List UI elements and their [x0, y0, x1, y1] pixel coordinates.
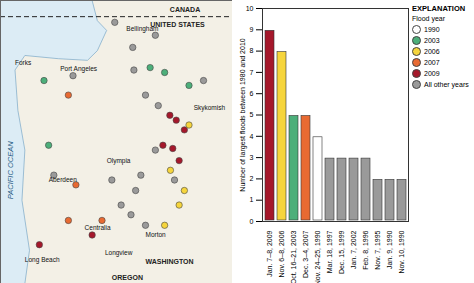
- html-text:2009: 2009: [424, 70, 440, 77]
- svg-text:Nov. 6–8, 2006: Nov. 6–8, 2006: [278, 230, 285, 277]
- svg-text:Longview: Longview: [105, 249, 133, 257]
- svg-text:Forks: Forks: [15, 59, 32, 66]
- svg-text:PACIFIC OCEAN: PACIFIC OCEAN: [6, 141, 15, 199]
- svg-text:6: 6: [250, 90, 254, 97]
- svg-text:Oct. 16–21, 2003: Oct. 16–21, 2003: [290, 230, 297, 283]
- svg-text:UNITED STATES: UNITED STATES: [150, 21, 205, 28]
- svg-text:Nov. 24–25, 1990: Nov. 24–25, 1990: [314, 230, 321, 283]
- svg-text:Olympia: Olympia: [107, 157, 131, 165]
- svg-text:9: 9: [250, 26, 254, 33]
- html-text:All other years: All other years: [424, 81, 469, 88]
- svg-text:2: 2: [250, 175, 254, 182]
- svg-text:1: 1: [250, 196, 254, 203]
- svg-text:Dec. 15, 1999: Dec. 15, 1999: [338, 230, 345, 274]
- svg-text:3: 3: [250, 154, 254, 161]
- svg-text:Mar. 18, 1997: Mar. 18, 1997: [326, 230, 333, 273]
- html-text:2006: 2006: [424, 48, 440, 55]
- svg-text:10: 10: [246, 5, 254, 12]
- svg-text:7: 7: [250, 69, 254, 76]
- svg-text:Port Angeles: Port Angeles: [60, 65, 98, 73]
- svg-text:4: 4: [250, 133, 254, 140]
- svg-text:8: 8: [250, 47, 254, 54]
- svg-text:Dec. 3–4, 2007: Dec. 3–4, 2007: [302, 230, 309, 278]
- svg-text:Jan. 7–8, 2009: Jan. 7–8, 2009: [266, 230, 273, 276]
- svg-text:Aberdeen: Aberdeen: [49, 176, 78, 183]
- svg-text:Morton: Morton: [146, 231, 167, 238]
- svg-text:Bellingham: Bellingham: [126, 24, 159, 32]
- html-text:EXPLANATION: EXPLANATION: [412, 4, 466, 13]
- html-text:1990: 1990: [424, 26, 440, 33]
- svg-text:OREGON: OREGON: [112, 274, 143, 281]
- svg-text:Long Beach: Long Beach: [25, 256, 60, 264]
- html-text:2003: 2003: [424, 37, 440, 44]
- html-text:2007: 2007: [424, 59, 440, 66]
- svg-text:Centralia: Centralia: [85, 224, 111, 231]
- svg-text:Jan. 9, 1990: Jan. 9, 1990: [386, 230, 393, 269]
- svg-text:5: 5: [250, 111, 254, 118]
- html-text:Flood year: Flood year: [412, 15, 446, 22]
- svg-text:Number of largest floods betwe: Number of largest floods between 1980 an…: [239, 38, 247, 191]
- svg-text:WASHINGTON: WASHINGTON: [146, 258, 194, 265]
- svg-text:Feb. 8, 1996: Feb. 8, 1996: [362, 230, 369, 269]
- svg-text:CANADA: CANADA: [170, 6, 200, 13]
- svg-text:Nov. 10, 1990: Nov. 10, 1990: [398, 230, 405, 273]
- svg-text:Skykomish: Skykomish: [194, 104, 226, 112]
- svg-text:Nov. 7, 1995: Nov. 7, 1995: [374, 230, 381, 269]
- svg-text:Jan. 7, 2002: Jan. 7, 2002: [350, 230, 357, 269]
- svg-text:0: 0: [250, 218, 254, 225]
